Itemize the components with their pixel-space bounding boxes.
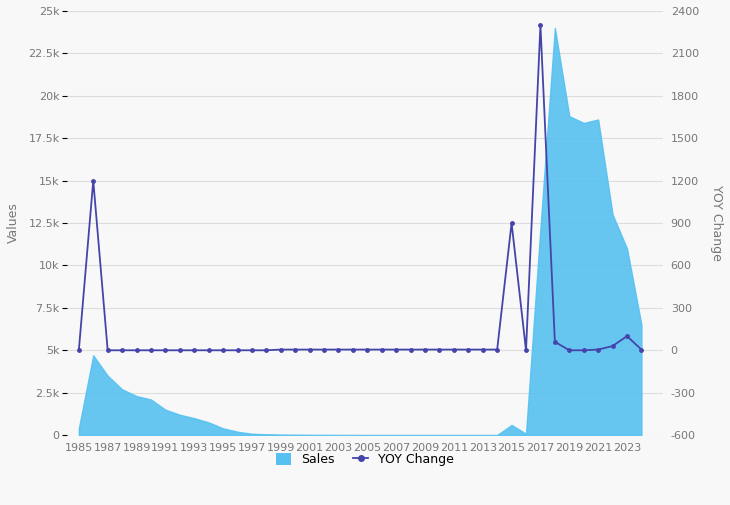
Y-axis label: Values: Values	[7, 203, 20, 243]
Y-axis label: YOY Change: YOY Change	[710, 185, 723, 261]
Legend: Sales, YOY Change: Sales, YOY Change	[271, 448, 459, 471]
